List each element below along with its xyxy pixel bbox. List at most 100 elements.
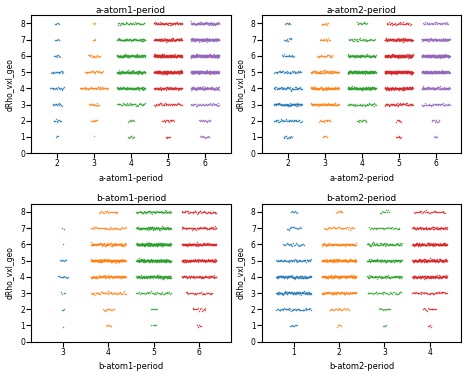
Point [395,52,403,58]
Point [438,21,446,27]
Point [147,225,155,231]
Point [115,274,123,280]
Point [152,242,159,248]
Point [383,259,391,265]
Point [120,273,127,279]
Point [408,37,416,43]
Point [201,209,208,215]
Point [399,69,407,75]
Point [163,21,170,28]
Point [152,224,160,230]
Point [384,53,391,59]
Point [206,36,214,42]
Point [80,85,87,91]
Point [207,37,215,43]
Point [428,69,436,75]
Point [109,274,116,280]
Point [325,69,333,75]
Point [382,101,389,107]
Point [375,258,382,264]
Point [383,241,390,247]
Point [103,241,110,247]
Point [358,87,366,93]
Point [441,52,449,58]
Point [152,52,160,58]
Point [141,241,148,247]
Point [91,257,99,263]
Point [430,274,438,280]
Point [178,85,186,91]
Point [401,84,408,90]
Point [55,117,63,123]
Point [282,38,290,44]
Point [297,119,304,125]
Point [195,53,203,59]
Point [434,225,442,231]
Point [172,69,180,75]
Point [157,242,165,248]
Point [393,240,401,246]
Point [153,37,161,43]
Point [404,102,411,108]
Point [396,86,404,92]
Point [312,70,320,76]
Point [439,69,446,75]
Point [204,86,212,92]
Point [119,52,126,58]
Point [444,52,451,58]
Point [350,242,358,248]
Point [170,85,178,91]
Point [443,20,451,26]
Point [446,70,453,76]
Point [105,274,112,280]
Point [345,69,352,75]
Point [284,273,291,279]
Point [426,257,434,264]
Point [148,242,156,248]
Point [386,241,394,247]
Point [445,54,452,60]
Point [400,54,407,60]
Point [165,52,173,58]
Point [194,290,202,296]
Point [161,241,168,247]
Point [284,226,291,232]
Point [434,54,442,60]
Point [426,257,433,264]
Point [151,53,158,59]
Point [192,87,199,93]
Point [440,102,448,108]
Point [121,241,129,247]
Point [303,290,311,296]
Point [137,209,145,215]
Point [386,54,393,60]
Point [344,258,351,264]
Point [194,209,201,215]
Point [440,258,447,264]
Point [106,274,114,280]
Point [282,116,290,122]
Point [446,53,453,59]
Point [138,37,146,43]
Point [305,290,313,296]
Point [100,258,108,264]
Point [158,85,166,91]
Point [348,290,355,296]
Point [342,258,349,264]
Point [120,225,127,231]
Point [370,274,377,280]
Point [152,208,160,214]
Point [121,273,128,279]
Point [402,84,410,90]
Point [201,36,209,42]
Point [425,209,432,215]
Point [117,69,125,75]
Point [368,101,375,107]
Point [156,226,163,232]
Point [157,69,165,75]
Point [179,224,187,230]
Point [390,37,398,43]
Point [301,291,309,297]
Point [345,273,352,279]
Point [193,36,201,42]
